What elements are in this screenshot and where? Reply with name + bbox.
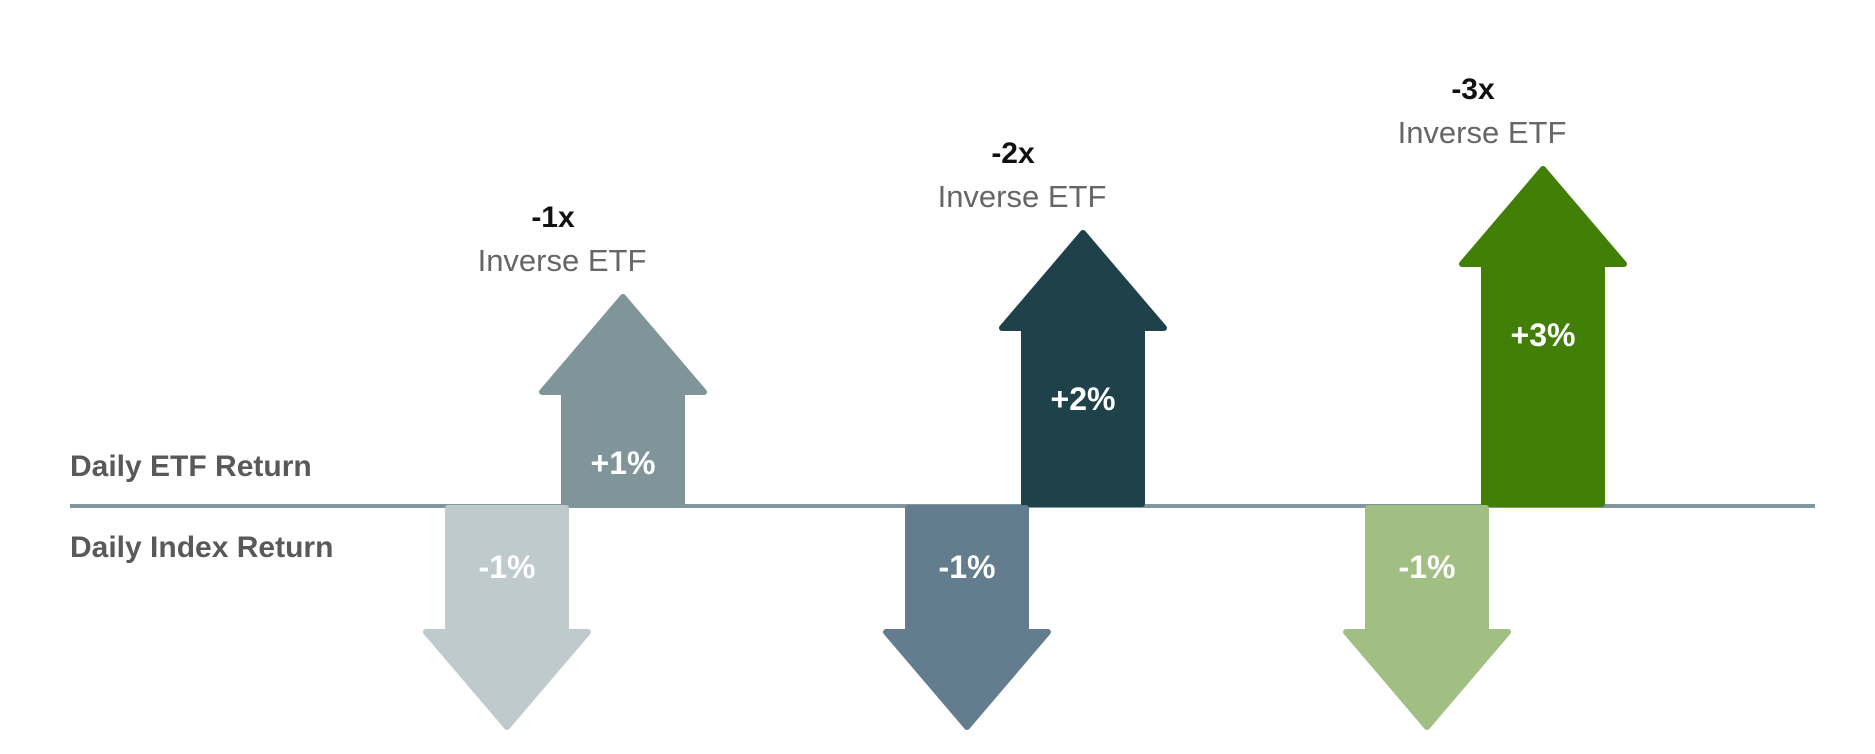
index-return-label: -1% — [479, 549, 536, 585]
index-return-label: -1% — [1399, 549, 1456, 585]
row-label-etf-return: Daily ETF Return — [70, 450, 312, 483]
down-arrow — [423, 505, 591, 730]
etf-return-label: +2% — [1051, 381, 1116, 417]
index-return-label: -1% — [939, 549, 996, 585]
etf-name-label: Inverse ETF — [938, 179, 1107, 214]
multiplier-label: -1x — [531, 201, 575, 234]
arrow-group-1: +1% -1x Inverse ETF -1% — [423, 201, 707, 730]
etf-name-label: Inverse ETF — [1398, 115, 1567, 150]
etf-name-label: Inverse ETF — [478, 243, 647, 278]
up-arrow — [1459, 166, 1627, 507]
row-label-index-return: Daily Index Return — [70, 531, 333, 564]
up-arrow — [539, 294, 707, 507]
arrow-group-3: +3% -3x Inverse ETF -1% — [1343, 73, 1627, 730]
etf-return-label: +1% — [591, 445, 656, 481]
down-arrow — [1343, 505, 1511, 730]
arrow-group-2: +2% -2x Inverse ETF -1% — [883, 137, 1167, 730]
multiplier-label: -3x — [1451, 73, 1495, 106]
multiplier-label: -2x — [991, 137, 1035, 170]
up-arrow — [999, 230, 1167, 507]
etf-return-label: +3% — [1511, 317, 1576, 353]
arrow-groups: +1% -1x Inverse ETF -1% +2% -2x Inverse ETF -1%… — [423, 73, 1627, 730]
down-arrow — [883, 505, 1051, 730]
